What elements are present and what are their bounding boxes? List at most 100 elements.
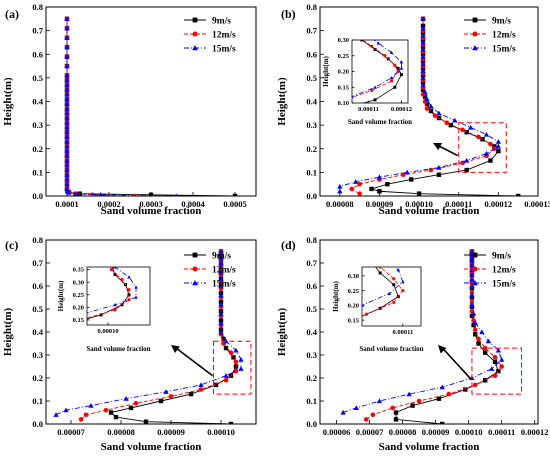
panel-1-series-0-point: [464, 130, 469, 135]
panel-2-inset-series-1-point: [120, 278, 124, 282]
panel-2-series-2-point: [218, 260, 224, 266]
panel-1-xtick-label: 0.00008: [326, 199, 354, 209]
panel-1-ytick-label: 0.6: [306, 49, 317, 59]
panel-3-ylabel: Height(m): [276, 308, 288, 357]
panel-1-series-2-point: [420, 25, 426, 31]
panel-1-xtick-label: 0.00013: [524, 199, 550, 209]
panel-3-inset-ytick-label: 0.30: [348, 273, 359, 280]
panel-1-series-1-point: [432, 113, 438, 118]
panel-1-xlabel: Sand volume fraction: [379, 205, 480, 217]
panel-2-legend-marker-2: [192, 280, 198, 286]
panel-3-inset-xtick-label: 0.00011: [392, 329, 413, 336]
panel-1-legend-label-2: 15m/s: [492, 45, 516, 55]
panel-3-series-2-point: [469, 248, 475, 254]
panel-0-series-0-point: [148, 192, 154, 196]
panel-2-series-1-point: [233, 359, 239, 365]
panel-0-xtick-label: 0.0001: [55, 199, 78, 209]
panel-0-ytick-label: 0.7: [32, 26, 43, 36]
panel-3-xtick-label: 0.00006: [323, 427, 351, 437]
panel-0-frame: [45, 6, 257, 197]
panel-2-ytick-label: 0.2: [32, 373, 43, 383]
panel-3-inset-series-2-point: [360, 209, 364, 212]
panel-2-inset-series-group: [29, 223, 138, 324]
panel-1-series-2-point: [353, 179, 359, 184]
panel-0-series-2-point: [64, 134, 70, 140]
panel-2-series-0-point: [213, 382, 219, 388]
panel-2-series-1-point: [223, 377, 229, 383]
panel-3-inset-series-2-point: [362, 221, 366, 224]
panel-0-xtick-label: 0.0005: [223, 199, 246, 209]
panel-2-series-0-point: [188, 391, 194, 397]
panel-0-series-2-point: [64, 63, 70, 69]
panel-1-inset-series-2-point: [352, 94, 354, 99]
panel-3-series-0-point: [436, 396, 442, 401]
panel-3-inset-series-0-point: [378, 271, 382, 275]
panel-3-series-1-point: [476, 336, 481, 342]
panel-1-inset-ytick-label: 0.30: [338, 37, 349, 44]
panel-3-ytick-label: 0.8: [306, 235, 317, 245]
panel-2-inset-series-2-point: [127, 275, 131, 279]
panel-2-xtick-label: 0.00007: [57, 427, 85, 437]
panel-2-series-0-point: [128, 405, 134, 411]
panel-2-series-2-point: [53, 412, 59, 417]
panel-1-series-2-point: [376, 174, 383, 180]
panel-2-xtick-label: 0.00010: [207, 427, 235, 437]
panel-0-legend-marker-0: [192, 17, 198, 23]
panel-2-series-2-point: [238, 366, 244, 371]
panel-2-series-0-point: [223, 345, 229, 351]
panel-2-letter: (c): [5, 238, 18, 252]
panel-2-inset-ylabel: Height(m): [57, 280, 65, 311]
panel-3-series-2-point: [469, 276, 475, 282]
panel-3-series-2-point: [470, 310, 477, 316]
panel-3-series-0-point: [473, 332, 478, 337]
panel-0: (a) 0.0001 0.0002 0.0003 0.0004 0.0005 0.0 0.1 0…: [2, 2, 257, 217]
panel-1-series-2-point: [420, 68, 426, 73]
panel-2-inset-series-2-point: [29, 321, 33, 324]
panel-3-xtick-label: 0.00007: [356, 427, 384, 437]
panel-0-legend-label-0: 9m/s: [212, 17, 231, 27]
panel-1-inset-series-0-point: [373, 47, 377, 51]
panel-2-inset-ytick-label: 0.25: [73, 292, 85, 299]
panel-3-inset-series-0-point: [361, 212, 364, 215]
panel-2-ytick-label: 0.6: [32, 281, 43, 291]
panel-3-series-2-point: [439, 384, 445, 390]
panel-1-inset-ytick-label: 0.25: [338, 53, 350, 60]
panel-3-xtick-label: 0.00008: [389, 427, 417, 437]
panel-2-inset-ytick-label: 0.30: [73, 279, 84, 286]
panel-1-ytick-label: 0.3: [306, 120, 317, 130]
panel-1-xtick-label: 0.00012: [485, 199, 513, 209]
panel-0-ytick-label: 0.5: [32, 73, 43, 83]
panel-0-series-2-point: [64, 176, 70, 182]
panel-1-inset-series-0-point: [301, 127, 304, 130]
panel-3-inset-ytick-label: 0.15: [348, 317, 360, 324]
panel-0-series-2-point: [64, 101, 70, 106]
panel-1-series-2-point: [420, 53, 426, 59]
panel-3-inset-frame: [361, 266, 422, 327]
panel-1-inset-ytick-label: 0.20: [338, 69, 349, 76]
panel-3-series-0-point: [482, 350, 488, 355]
panel-2-inset-series-0-point: [107, 223, 110, 226]
panel-1-inset-series-2-point: [399, 66, 404, 70]
panel-0-series-2-point: [64, 16, 70, 21]
panel-3-series-2-point: [469, 262, 475, 268]
panel-2-series-1-point: [78, 417, 84, 422]
panel-2-inset-xlabel: Sand volume fraction: [86, 345, 150, 353]
panel-1-inset-series-1-point: [370, 88, 374, 92]
panel-1-inset-series-2-point: [376, 41, 381, 45]
panel-3-series-0-point: [393, 410, 399, 415]
panel-3-series-2-point: [353, 405, 359, 411]
panel-0-ytick-label: 0.2: [32, 144, 43, 154]
panel-3-ytick-label: 0.4: [306, 327, 317, 337]
panel-3-xlabel: Sand volume fraction: [379, 441, 480, 453]
panel-1-series-2-point: [420, 32, 426, 38]
panel-0-series-2-point: [64, 148, 70, 154]
panel-2-series-1-point: [228, 350, 234, 356]
panel-1-inset: 0.00011 0.00012 0.10 0.15 0.20 0.25 0.30 Sand v…: [301, 4, 412, 130]
panel-0-series-2-point: [64, 35, 70, 40]
panel-1-series-0-point: [424, 101, 430, 107]
panel-2-inset-series-0-point: [99, 313, 103, 317]
panel-1-inset-series-2-point: [340, 4, 344, 7]
panel-1-series-2-point: [420, 16, 426, 21]
panel-1-series-2-point: [436, 110, 442, 116]
panel-1-series-2-point: [483, 131, 490, 137]
